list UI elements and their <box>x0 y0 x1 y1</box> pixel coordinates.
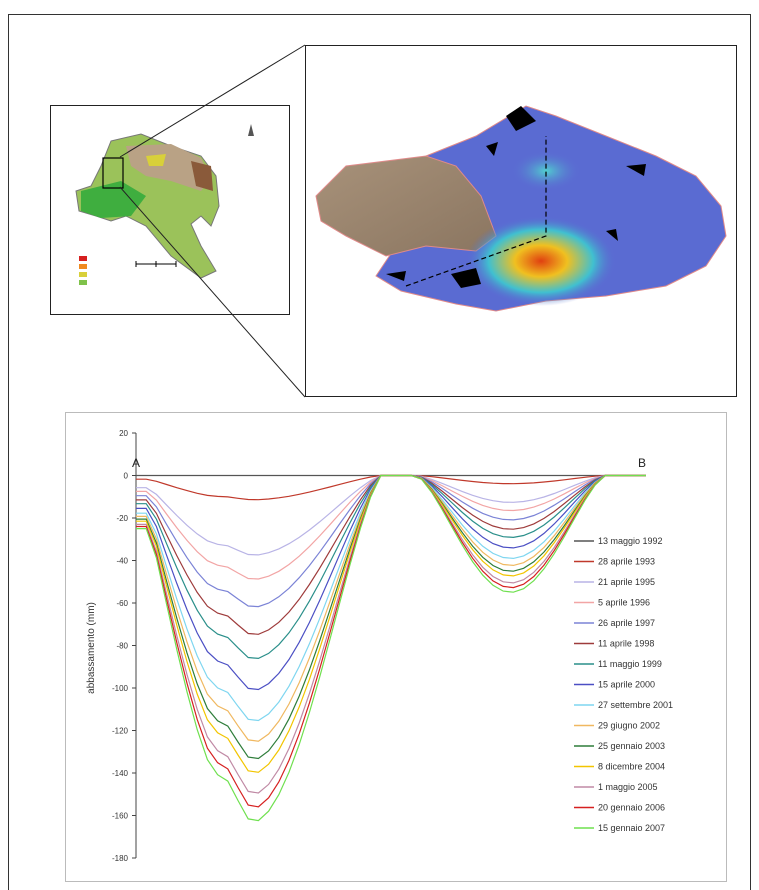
zoomed-map <box>305 45 737 397</box>
legend-label: 28 aprile 1993 <box>598 557 655 567</box>
legend-label: 29 giugno 2002 <box>598 721 660 731</box>
y-tick-label: -80 <box>116 642 128 651</box>
zoomed-map-graphic <box>306 46 736 396</box>
y-tick-label: -140 <box>112 769 129 778</box>
series-line-10 <box>136 476 646 742</box>
y-tick-label: -180 <box>112 854 129 863</box>
legend-label: 11 maggio 1999 <box>598 659 662 669</box>
legend-label: 27 settembre 2001 <box>598 700 673 710</box>
chart-legend: 13 maggio 1992 28 aprile 1993 21 aprile 19… <box>574 536 673 833</box>
legend-label: 13 maggio 1992 <box>598 536 663 546</box>
legend-label: 8 dicembre 2004 <box>598 762 665 772</box>
y-tick-label: -160 <box>112 812 129 821</box>
y-tick-label: -40 <box>116 557 128 566</box>
series-line-12 <box>136 476 646 773</box>
legend-label: 25 gennaio 2003 <box>598 741 665 751</box>
y-axis-ticks: 20 0 -20 -40 -60 -80 -100 -120 -140 -160 -180 <box>112 429 136 863</box>
legend-label: 5 aprile 1996 <box>598 598 650 608</box>
series-line-9 <box>136 476 646 721</box>
point-b-label: B <box>638 456 646 470</box>
series-line-15 <box>136 476 646 821</box>
series-line-13 <box>136 476 646 794</box>
chart-panel: 20 0 -20 -40 -60 -80 -100 -120 -140 -160 -180 abba… <box>65 412 727 882</box>
legend-label: 15 gennaio 2007 <box>598 823 665 833</box>
series-line-6 <box>136 476 646 635</box>
legend-label: 21 aprile 1995 <box>598 577 655 587</box>
series-line-11 <box>136 476 646 759</box>
y-tick-label: -100 <box>112 684 129 693</box>
y-tick-label: -60 <box>116 599 128 608</box>
subsidence-hotspot <box>466 216 616 306</box>
series-lines <box>136 476 646 821</box>
legend-label: 11 aprile 1998 <box>598 639 654 649</box>
legend-label: 15 aprile 2000 <box>598 680 655 690</box>
legend-label: 20 gennaio 2006 <box>598 803 665 813</box>
y-tick-label: -120 <box>112 727 129 736</box>
legend-label: 1 maggio 2005 <box>598 782 658 792</box>
subsidence-chart: 20 0 -20 -40 -60 -80 -100 -120 -140 -160 -180 abba… <box>66 413 726 881</box>
y-tick-label: -20 <box>116 514 128 523</box>
series-line-14 <box>136 476 646 807</box>
legend-label: 26 aprile 1997 <box>598 618 655 628</box>
series-line-5 <box>136 476 646 607</box>
series-line-7 <box>136 476 646 659</box>
y-tick-label: 0 <box>124 472 129 481</box>
series-line-8 <box>136 476 646 690</box>
y-axis-label: abbassamento (mm) <box>86 602 97 694</box>
y-tick-label: 20 <box>119 429 128 438</box>
point-a-label: A <box>132 456 140 470</box>
